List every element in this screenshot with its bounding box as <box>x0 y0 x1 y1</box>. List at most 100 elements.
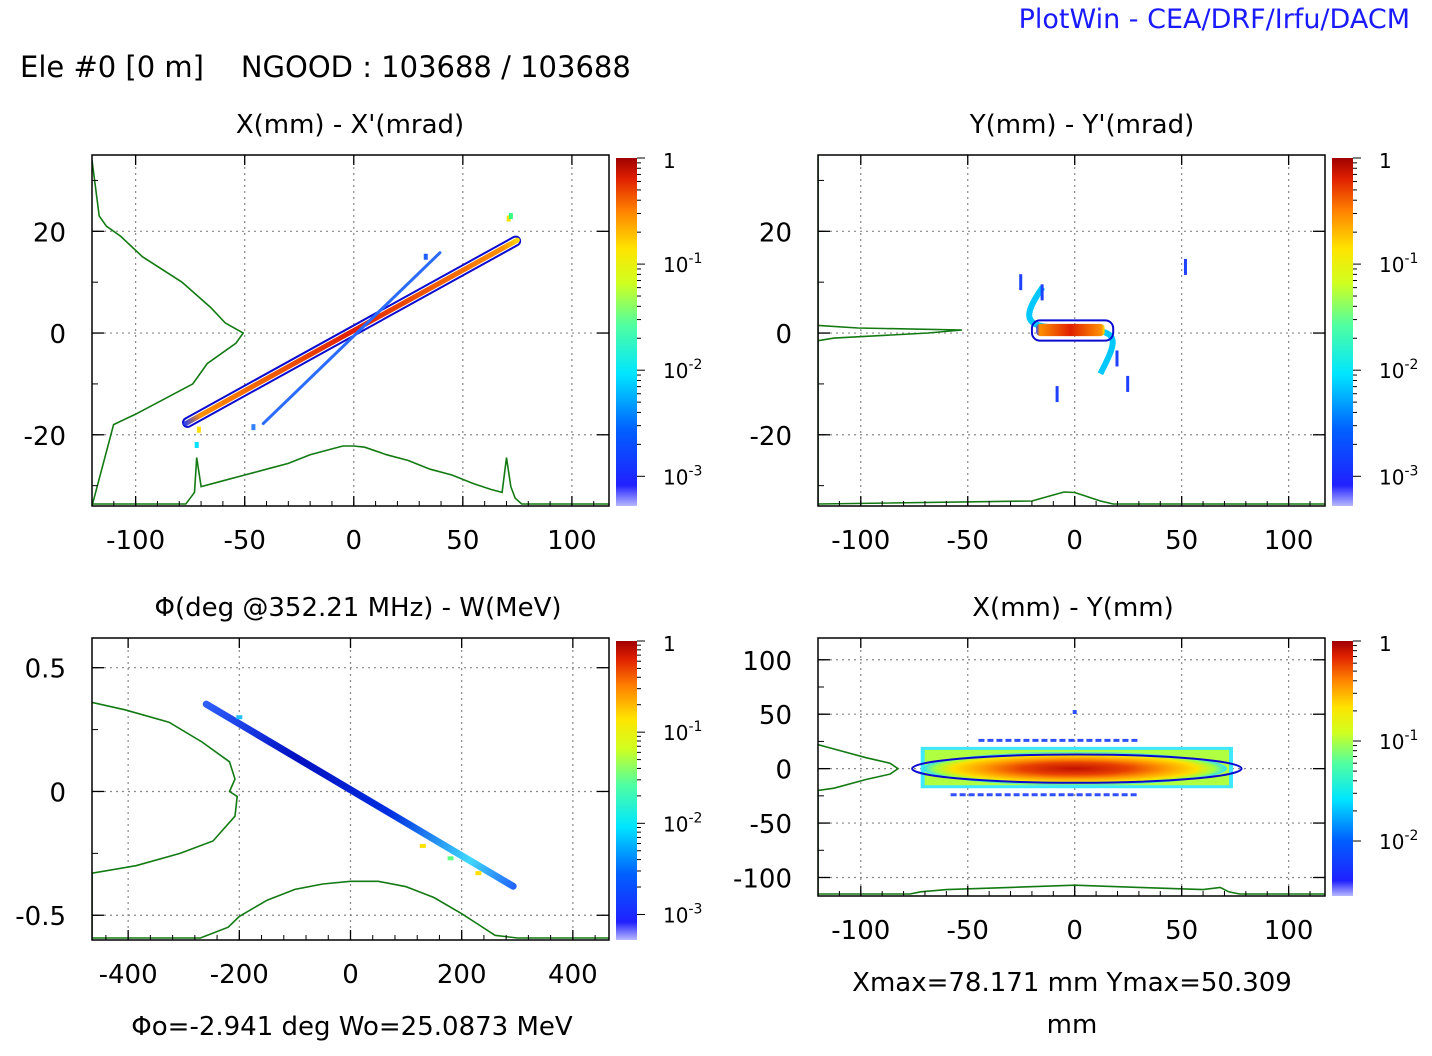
panel-footer: Φo=-2.941 deg Wo=25.0873 MeV <box>131 1012 573 1042</box>
colorbar <box>616 158 637 506</box>
colorbar-axis: 1 10-1 10-2 10-3 <box>637 149 702 489</box>
y-tick-label: 20 <box>759 218 792 248</box>
colorbar-label: 10-2 <box>663 357 702 383</box>
plot-frame <box>91 154 610 507</box>
y-tick-label: -20 <box>24 422 66 452</box>
density-cell <box>508 213 513 220</box>
secondary-density-band <box>261 251 442 426</box>
axes: -400 -200 0 200 400 0.5 0 -0.5 <box>15 638 609 990</box>
y-tick-label: 0.5 <box>25 655 66 685</box>
x-tick-label: -200 <box>210 960 269 990</box>
plot-area <box>92 700 609 940</box>
colorbar <box>616 641 637 940</box>
plot-area <box>818 155 1325 506</box>
panel-title: Φ(deg @352.21 MHz) - W(MeV) <box>154 593 561 623</box>
y-tick-label: -20 <box>750 422 792 452</box>
axes: -100 -50 0 50 100 20 0 -20 <box>750 155 1325 556</box>
x-tick-label: -100 <box>106 526 165 556</box>
density-cell <box>1115 350 1119 367</box>
y-tick-label: -50 <box>750 810 792 840</box>
x-tick-label: 400 <box>548 960 598 990</box>
density-cell <box>1183 258 1187 275</box>
y-tick-label: 0 <box>775 320 792 350</box>
plot-area <box>92 159 609 506</box>
density-cell <box>236 715 243 720</box>
density-cell <box>506 215 511 222</box>
colorbar-label: 10-3 <box>1379 463 1418 489</box>
x-profile-line <box>92 880 609 939</box>
y-tick-label: -0.5 <box>15 902 66 932</box>
x-profile-line <box>818 884 1325 895</box>
panel-x-xprime: X(mm) - X'(mrad) -100 -50 0 50 100 20 0 -20 1 10… <box>24 110 703 556</box>
colorbar-label: 10-2 <box>1379 357 1418 383</box>
density-band <box>183 237 520 426</box>
colorbar-label: 10-1 <box>663 719 702 745</box>
panel-footer-line1: Xmax=78.171 mm Ymax=50.309 <box>852 968 1292 998</box>
x-tick-label: -50 <box>947 526 989 556</box>
density-cell <box>419 843 426 848</box>
panel-footer-line2: mm <box>1047 1010 1098 1040</box>
x-tick-label: 50 <box>1165 916 1198 946</box>
y-profile-line <box>92 701 239 940</box>
contour-ellipse <box>911 753 1243 784</box>
colorbar <box>1332 158 1353 506</box>
density-core <box>1036 323 1105 337</box>
x-tick-label: 100 <box>547 526 597 556</box>
x-profile-line <box>92 445 609 505</box>
contour-ellipse <box>1030 319 1115 342</box>
density-cell <box>1126 375 1130 392</box>
x-tick-label: 50 <box>446 526 479 556</box>
x-tick-label: -50 <box>947 916 989 946</box>
data-marks <box>818 155 1325 506</box>
colorbar-label: 1 <box>1379 632 1392 656</box>
x-tick-label: 200 <box>437 960 487 990</box>
density-core <box>922 751 1227 786</box>
colorbar-label: 10-2 <box>663 810 702 836</box>
x-tick-label: 0 <box>342 960 359 990</box>
x-tick-label: 100 <box>1264 916 1314 946</box>
density-cell <box>447 856 454 861</box>
y-tick-label: 20 <box>33 218 66 248</box>
panel-y-yprime: Y(mm) - Y'(mrad) -100 -50 0 50 100 20 0 -20 1 10… <box>750 110 1419 556</box>
panel-x-y: X(mm) - Y(mm) -100 -50 0 50 100100500-50-100… <box>733 593 1418 1040</box>
colorbar-axis: 1 10-1 10-2 10-3 <box>637 632 702 927</box>
x-tick-label: 0 <box>345 526 362 556</box>
x-tick-label: -100 <box>831 916 890 946</box>
axes: -100 -50 0 50 100 20 0 -20 <box>24 155 609 556</box>
density-cell <box>1072 710 1077 715</box>
density-cell <box>1019 274 1023 291</box>
colorbar-label: 1 <box>663 149 676 173</box>
y-tick-label: 0 <box>49 320 66 350</box>
colorbar-axis: 1 10-1 10-2 10-3 <box>1353 149 1418 489</box>
colorbar-label: 10-1 <box>1379 251 1418 277</box>
density-cell <box>475 871 482 876</box>
x-tick-label: -400 <box>99 960 158 990</box>
data-marks <box>818 710 1325 896</box>
x-tick-label: -100 <box>831 526 890 556</box>
axes: -100 -50 0 50 100 100 50 0 -50 -100 <box>733 638 1325 946</box>
beam-info-header: Ele #0 [0 m] NGOOD : 103688 / 103688 <box>20 50 631 84</box>
colorbar-label: 10-1 <box>1379 728 1418 754</box>
colorbar-axis: 1 10-1 10-2 <box>1353 632 1418 854</box>
panel-title: Y(mm) - Y'(mrad) <box>969 110 1195 140</box>
x-profile-line <box>818 491 1325 505</box>
colorbar-label: 10-3 <box>663 463 702 489</box>
data-marks <box>92 159 609 506</box>
colorbar-label: 1 <box>1379 149 1392 173</box>
density-cell <box>194 441 199 448</box>
density-cell <box>423 253 428 260</box>
panel-phase-energy: Φ(deg @352.21 MHz) - W(MeV) -400 -200 0 200… <box>15 593 702 1042</box>
y-profile-line <box>92 159 245 506</box>
brand-label: PlotWin - CEA/DRF/Irfu/DACM <box>1018 4 1410 35</box>
y-tick-label: -100 <box>733 864 792 894</box>
x-tick-label: -50 <box>223 526 265 556</box>
plot-frame <box>817 154 1326 507</box>
plot-frame <box>817 637 1326 897</box>
colorbar-label: 10-1 <box>663 251 702 277</box>
density-cell <box>196 426 201 433</box>
y-tick-label: 100 <box>742 647 792 677</box>
x-tick-label: 0 <box>1066 916 1083 946</box>
density-cell <box>1040 284 1044 301</box>
plot-area <box>818 710 1325 896</box>
